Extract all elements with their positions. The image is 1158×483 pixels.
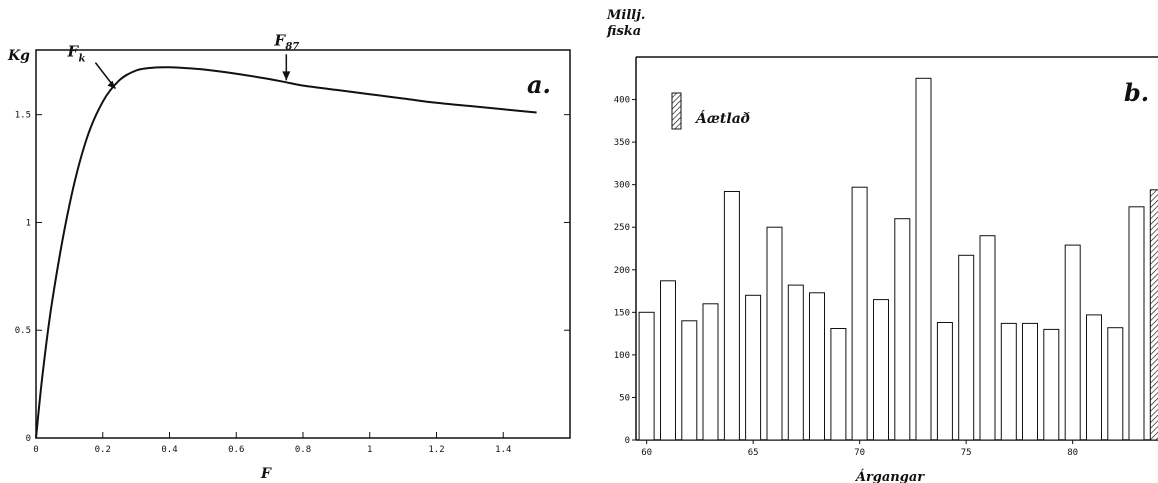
panel-a-x-tick-label: 0.2 bbox=[95, 445, 111, 455]
panel-a-x-tick-label: 0 bbox=[33, 445, 38, 455]
panel-a-x-ticks: 0 0.2 0.4 0.6 0.8 1 1.2 1.4 bbox=[33, 432, 511, 455]
bar bbox=[830, 328, 847, 441]
panel-b-y-axis-label-line2: fiska bbox=[606, 24, 641, 39]
panel-b-bars bbox=[638, 77, 1158, 441]
bar bbox=[1022, 322, 1038, 441]
bar bbox=[787, 284, 804, 441]
panel-a-x-tick-label: 0.6 bbox=[228, 445, 244, 455]
bar bbox=[894, 218, 911, 441]
panel-b-y-tick-label: 250 bbox=[614, 223, 630, 233]
panel-b-y-tick-label: 0 bbox=[625, 436, 630, 446]
panel-b-y-tick-label: 300 bbox=[614, 181, 630, 191]
panel-b-y-tick-label: 200 bbox=[614, 266, 630, 276]
panel-b-x-tick-label: 80 bbox=[1067, 448, 1078, 458]
bar bbox=[915, 77, 932, 441]
panel-b-x-tick-label: 65 bbox=[748, 448, 759, 458]
panel-a-x-tick-label: 0.4 bbox=[161, 445, 177, 455]
bar bbox=[702, 303, 719, 441]
annotation-fk-arrow-head bbox=[107, 80, 116, 89]
annotation-fk-label: F bbox=[66, 43, 79, 61]
panel-b-y-tick-label: 400 bbox=[614, 96, 630, 106]
panel-b-y-axis-label-line1: Millj. bbox=[606, 8, 645, 23]
panel-b-x-tick-label: 60 bbox=[641, 448, 652, 458]
bar bbox=[958, 254, 975, 441]
legend-swatch bbox=[671, 92, 682, 130]
panel-b-x-axis-label: Árgangar bbox=[854, 469, 925, 483]
bar bbox=[681, 320, 698, 441]
annotation-f87-subscript: 87 bbox=[285, 41, 299, 52]
bar bbox=[979, 235, 996, 441]
bar bbox=[936, 322, 953, 441]
bar bbox=[660, 280, 676, 441]
panel-b-x-tick-label: 70 bbox=[854, 448, 865, 458]
panel-a-y-tick-label: 1.5 bbox=[15, 111, 31, 121]
panel-a-x-axis-label: F bbox=[260, 466, 272, 482]
panel-b-y-ticks: 0 50 100 150 200 250 300 350 400 bbox=[614, 96, 636, 446]
panel-a-x-tick-label: 1.2 bbox=[428, 445, 444, 455]
panel-b-x-ticks: 606570758085 bbox=[641, 440, 1078, 458]
panel-a-x-tick-label: 1.4 bbox=[495, 445, 511, 455]
bar-estimated bbox=[1149, 189, 1158, 441]
bar bbox=[723, 191, 740, 441]
panel-a-letter: a. bbox=[527, 70, 551, 99]
panel-a-x-tick-label: 0.8 bbox=[295, 445, 311, 455]
bar bbox=[1064, 244, 1081, 441]
annotation-f87-arrow-head bbox=[282, 71, 291, 81]
panel-a-series-line bbox=[35, 66, 537, 439]
panel-a-y-ticks: 0 0.5 1 1.5 bbox=[15, 111, 570, 444]
bar bbox=[1107, 327, 1124, 441]
annotation-fk-subscript: k bbox=[78, 54, 85, 65]
bar bbox=[1128, 206, 1145, 441]
panel-a-y-tick-label: 1 bbox=[26, 218, 31, 228]
legend-label: Áætlað bbox=[694, 109, 750, 127]
panel-b-y-tick-label: 150 bbox=[614, 308, 630, 318]
bar bbox=[1086, 314, 1102, 441]
panel-a-y-axis-label: Kg bbox=[7, 48, 30, 64]
bar bbox=[873, 299, 889, 441]
panel-b-letter: b. bbox=[1124, 78, 1149, 107]
bar bbox=[766, 226, 783, 441]
panel-b-y-tick-label: 350 bbox=[614, 138, 630, 148]
panel-b-y-tick-label: 100 bbox=[614, 351, 630, 361]
panel-b-y-tick-label: 50 bbox=[619, 393, 630, 403]
bar bbox=[809, 292, 825, 441]
bar bbox=[638, 311, 655, 441]
panel-b-x-tick-label: 75 bbox=[961, 448, 972, 458]
bar bbox=[851, 186, 868, 441]
panel-a-y-tick-label: 0 bbox=[26, 434, 31, 444]
annotation-f87-label: F bbox=[273, 31, 286, 49]
bar bbox=[1043, 328, 1060, 441]
panel-a-x-tick-label: 1 bbox=[367, 445, 372, 455]
bar bbox=[745, 294, 762, 441]
panel-a-y-tick-label: 0.5 bbox=[15, 326, 31, 336]
bar bbox=[1000, 322, 1017, 441]
